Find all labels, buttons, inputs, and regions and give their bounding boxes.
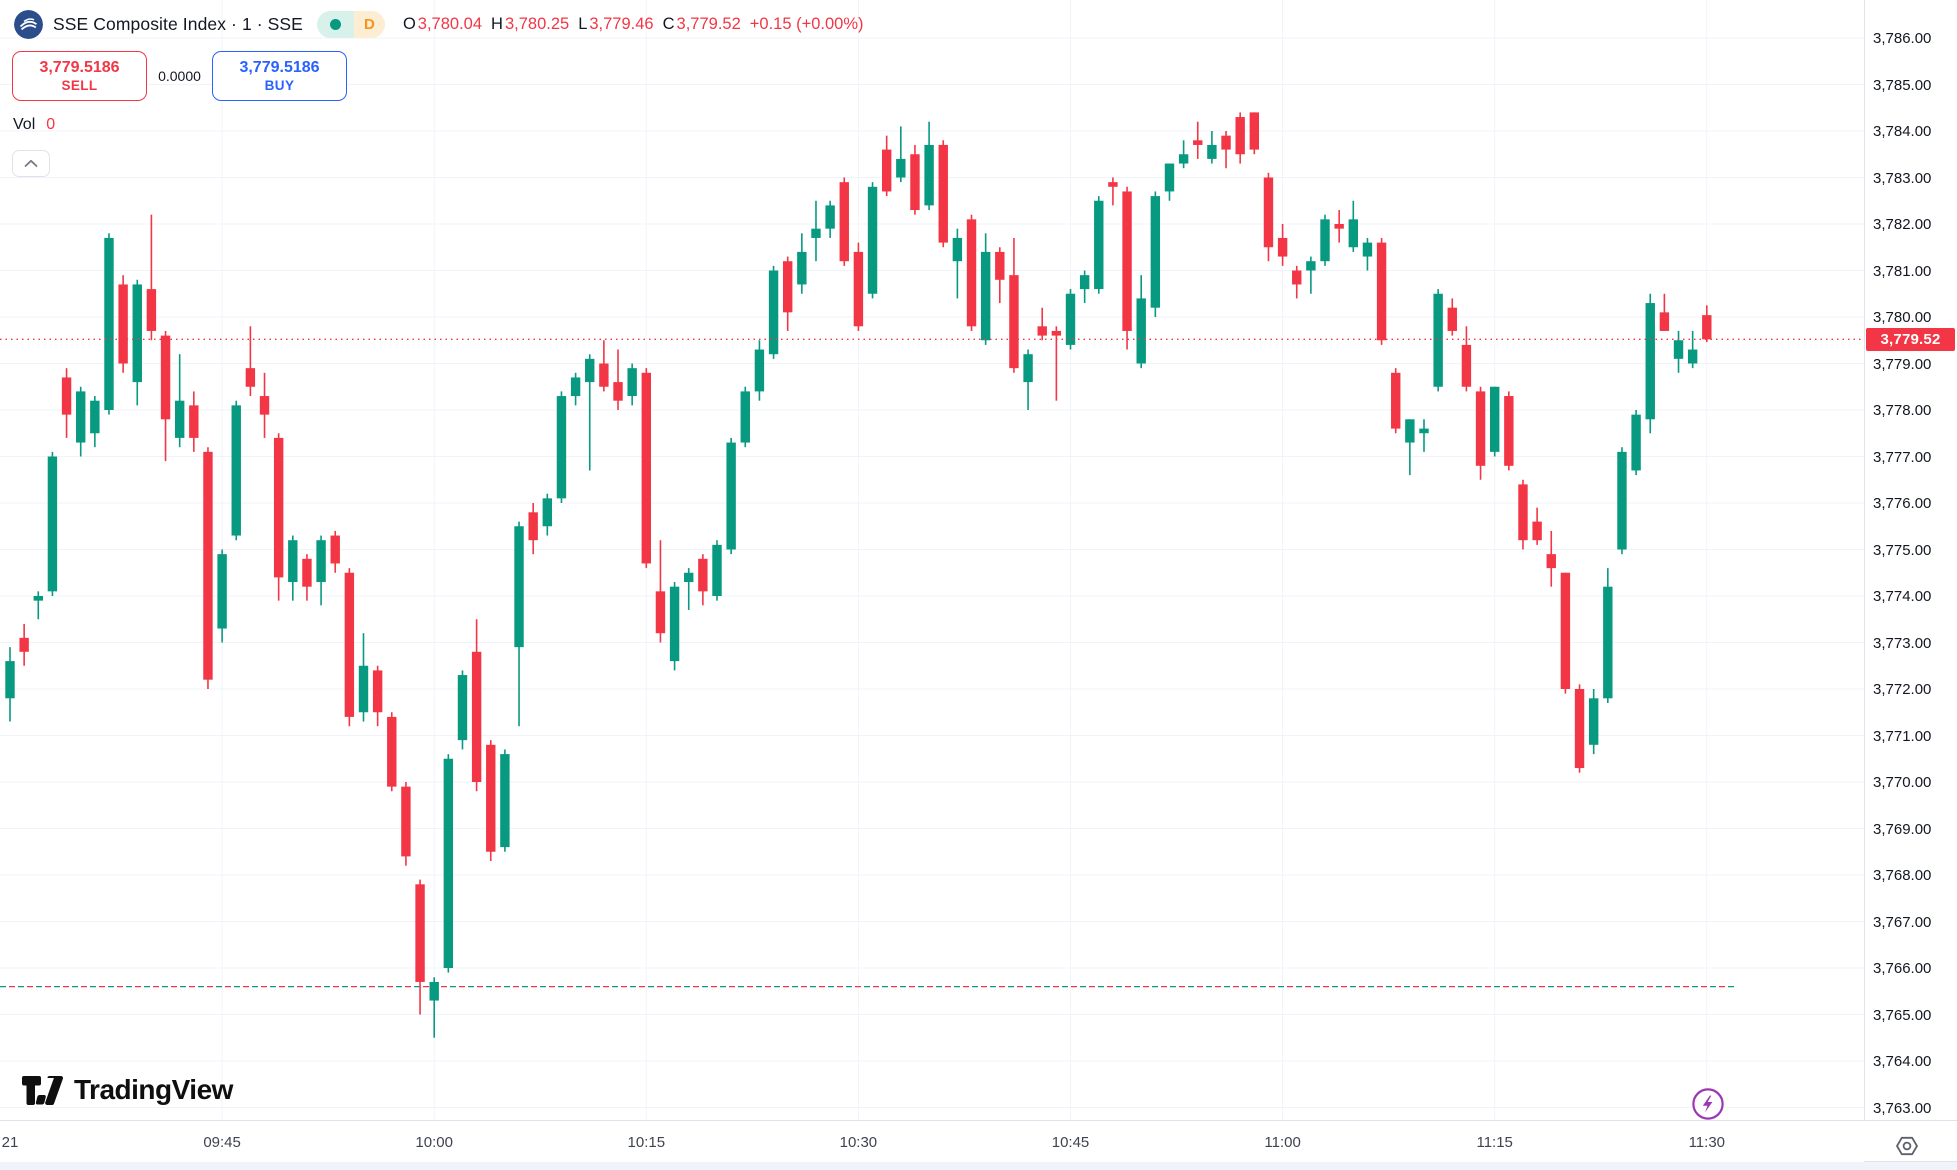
time-axis-tick: 11:00 — [1264, 1134, 1301, 1151]
time-axis[interactable]: 21 09:45 10:00 10:15 10:30 10:45 11:00 11:15 11:… — [0, 1121, 1864, 1162]
price-axis-tick: 3,781.00 — [1873, 262, 1932, 280]
market-status-pill: D — [316, 10, 385, 38]
sell-button-label: SELL — [61, 77, 98, 93]
close-label: C — [662, 14, 675, 33]
high-label: H — [491, 14, 503, 33]
price-axis-tick: 3,782.00 — [1873, 216, 1932, 233]
price-axis-tick: 3,772.00 — [1873, 681, 1932, 698]
candlestick-chart[interactable] — [0, 0, 1864, 1128]
order-panel: 3,779.5186 SELL 0.0000 3,779.5186 BUY — [12, 51, 347, 101]
price-axis-tick: 3,771.00 — [1873, 727, 1932, 745]
sse-exchange-logo-icon — [14, 9, 43, 39]
spread-value: 0.0000 — [158, 68, 201, 84]
time-axis-border — [0, 1120, 1957, 1121]
tradingview-brand-link[interactable]: TradingView — [22, 1074, 233, 1106]
tradingview-brand-name: TradingView — [74, 1074, 233, 1105]
ohlc-readout: O 3,780.04 H 3,780.25 L 3,779.46 C 3,779.52 … — [403, 15, 864, 34]
sell-button[interactable]: 3,779.5186 SELL — [12, 51, 147, 101]
price-axis-tick: 3,769.00 — [1873, 820, 1932, 838]
price-axis-tick: 3,768.00 — [1873, 867, 1932, 884]
price-axis-tick: 3,776.00 — [1873, 495, 1932, 512]
buy-button-label: BUY — [264, 77, 295, 93]
time-axis-tick: 10:30 — [839, 1134, 878, 1151]
price-axis-tick: 3,785.00 — [1873, 76, 1932, 94]
time-axis-tick: 11:15 — [1476, 1134, 1513, 1151]
delayed-data-badge[interactable]: D — [353, 10, 385, 38]
symbol-legend: SSE Composite Index · 1 · SSE D O 3,780.0… — [14, 8, 864, 40]
settings-gear-icon[interactable] — [1894, 1133, 1920, 1159]
last-price-label: 3,779.52 — [1866, 327, 1955, 351]
price-axis-tick: 3,770.00 — [1873, 774, 1932, 791]
market-open-status — [316, 10, 354, 38]
collapse-legend-button[interactable] — [12, 150, 50, 177]
volume-readout: Vol 0 — [13, 116, 55, 134]
open-label: O — [402, 14, 416, 33]
change-value: +0.15 (+0.00%) — [749, 14, 864, 33]
price-axis-tick: 3,767.00 — [1873, 913, 1932, 931]
time-axis-tick: 10:15 — [627, 1134, 666, 1151]
time-axis-tick: 09:45 — [203, 1134, 241, 1151]
chevron-up-icon — [24, 159, 38, 167]
price-axis-tick: 3,763.00 — [1873, 1099, 1932, 1117]
price-axis-tick: 3,786.00 — [1873, 30, 1932, 47]
price-axis-tick: 3,778.00 — [1873, 402, 1932, 419]
low-value: 3,779.46 — [589, 14, 654, 33]
buy-button[interactable]: 3,779.5186 BUY — [212, 51, 347, 101]
price-axis-tick: 3,779.00 — [1873, 355, 1932, 373]
symbol-title[interactable]: SSE Composite Index · 1 · SSE — [53, 13, 303, 34]
price-axis-tick: 3,765.00 — [1873, 1006, 1932, 1024]
price-axis-tick: 3,774.00 — [1873, 588, 1932, 605]
high-value: 3,780.25 — [504, 14, 570, 33]
close-value: 3,779.52 — [676, 14, 741, 33]
price-axis-tick: 3,773.00 — [1873, 634, 1932, 652]
price-axis-tick: 3,766.00 — [1873, 960, 1932, 977]
price-axis-tick: 3,783.00 — [1873, 169, 1932, 187]
price-axis-border — [1864, 0, 1865, 1120]
price-axis[interactable]: 3,786.00 3,785.00 3,784.00 3,783.00 3,782.00… — [1865, 0, 1957, 1120]
sell-price: 3,779.5186 — [39, 58, 120, 76]
price-axis-tick: 3,780.00 — [1873, 309, 1932, 326]
tradingview-logo-icon — [22, 1075, 63, 1105]
time-axis-tick: 11:30 — [1688, 1134, 1726, 1151]
horizontal-scroll-track[interactable] — [0, 1161, 1957, 1170]
volume-value: 0 — [46, 116, 56, 133]
open-value: 3,780.04 — [417, 14, 483, 33]
price-axis-tick: 3,775.00 — [1873, 541, 1932, 559]
market-status-dot-icon — [329, 18, 341, 30]
buy-price: 3,779.5186 — [239, 58, 320, 76]
price-axis-tick: 3,764.00 — [1873, 1053, 1932, 1070]
flash-lightning-icon[interactable] — [1691, 1087, 1725, 1121]
price-axis-tick: 3,784.00 — [1873, 123, 1932, 140]
price-axis-tick: 3,777.00 — [1873, 448, 1932, 466]
time-axis-tick: 10:45 — [1051, 1134, 1090, 1151]
time-axis-tick: 10:00 — [415, 1134, 453, 1151]
low-label: L — [578, 14, 588, 33]
time-axis-tick: 21 — [1, 1134, 19, 1151]
volume-label: Vol — [13, 116, 36, 133]
